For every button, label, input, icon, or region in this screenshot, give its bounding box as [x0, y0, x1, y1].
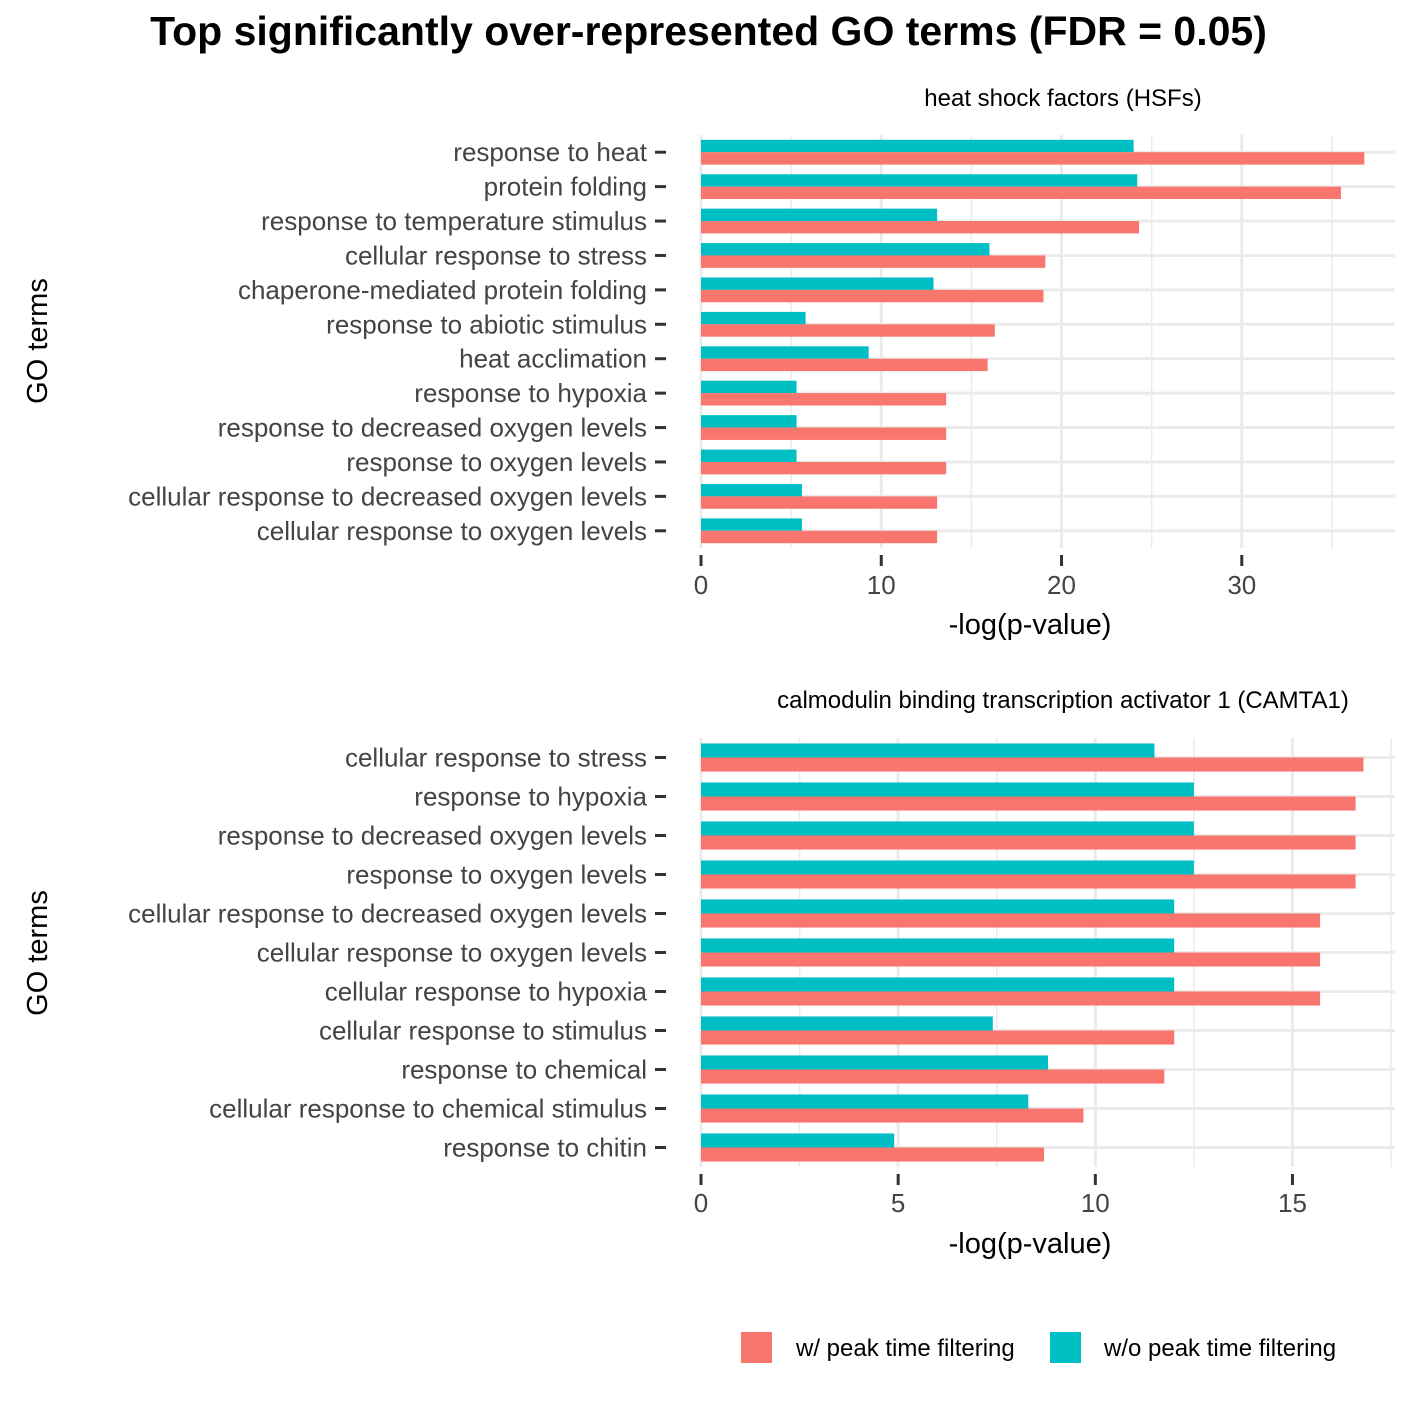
category-label: heat acclimation — [459, 344, 647, 374]
bar-without-filtering — [701, 415, 797, 428]
category-label: cellular response to oxygen levels — [257, 516, 647, 546]
bar-without-filtering — [701, 483, 802, 497]
category-label: cellular response to stimulus — [319, 1016, 647, 1046]
category-label: cellular response to decreased oxygen le… — [128, 899, 647, 929]
panel-title: heat shock factors (HSFs) — [924, 85, 1201, 112]
bar-without-filtering — [701, 821, 1194, 836]
bar-without-filtering — [701, 243, 990, 256]
bar-with-filtering — [701, 1030, 1175, 1045]
x-tick-label: 30 — [1227, 570, 1256, 600]
panel-title: calmodulin binding transcription activat… — [777, 687, 1349, 714]
bar-without-filtering — [701, 346, 869, 359]
bar-with-filtering — [701, 324, 995, 337]
x-tick-label: 15 — [1278, 1188, 1307, 1218]
bar-with-filtering — [701, 913, 1321, 928]
legend-label: w/o peak time filtering — [1103, 1335, 1336, 1362]
legend-swatch — [1050, 1332, 1081, 1363]
bar-without-filtering — [701, 1094, 1029, 1109]
category-label: cellular response to hypoxia — [325, 977, 648, 1007]
x-tick-label: 0 — [694, 1188, 708, 1218]
y-axis-label: GO terms — [22, 278, 54, 404]
bar-with-filtering — [701, 461, 947, 475]
bar-without-filtering — [701, 277, 934, 290]
category-label: response to abiotic stimulus — [326, 309, 647, 339]
category-label: cellular response to stress — [345, 743, 647, 773]
bar-without-filtering — [701, 899, 1175, 914]
category-label: cellular response to chemical stimulus — [209, 1094, 647, 1124]
bar-with-filtering — [701, 152, 1365, 165]
bar-without-filtering — [701, 938, 1175, 953]
category-label: response to hypoxia — [414, 782, 647, 812]
category-label: response to oxygen levels — [346, 447, 647, 477]
bar-with-filtering — [701, 358, 988, 372]
bar-without-filtering — [701, 860, 1194, 875]
bar-with-filtering — [701, 874, 1356, 889]
bar-with-filtering — [701, 796, 1356, 811]
x-tick-label: 10 — [1081, 1188, 1110, 1218]
legend-swatch — [741, 1332, 772, 1363]
bar-with-filtering — [701, 835, 1356, 850]
x-axis-label: -log(p-value) — [949, 609, 1112, 641]
bar-with-filtering — [701, 952, 1321, 967]
bar-with-filtering — [701, 1147, 1045, 1162]
bar-with-filtering — [701, 393, 947, 406]
bar-with-filtering — [701, 496, 938, 509]
bar-without-filtering — [701, 139, 1134, 153]
x-tick-label: 20 — [1047, 570, 1076, 600]
category-label: cellular response to stress — [345, 240, 647, 270]
bar-with-filtering — [701, 186, 1341, 200]
bar-with-filtering — [701, 991, 1321, 1006]
bar-without-filtering — [701, 1016, 993, 1031]
bar-with-filtering — [701, 1069, 1165, 1084]
legend-label: w/ peak time filtering — [795, 1335, 1015, 1362]
category-label: cellular response to decreased oxygen le… — [128, 481, 647, 511]
bar-without-filtering — [701, 977, 1175, 992]
x-axis-label: -log(p-value) — [949, 1228, 1112, 1260]
bar-with-filtering — [701, 757, 1364, 772]
bar-without-filtering — [701, 449, 797, 462]
category-label: response to oxygen levels — [346, 860, 647, 890]
bar-without-filtering — [701, 518, 802, 531]
category-label: response to heat — [453, 137, 647, 167]
y-axis-label: GO terms — [22, 890, 54, 1016]
bar-without-filtering — [701, 208, 938, 222]
x-tick-label: 0 — [694, 570, 708, 600]
category-label: response to chemical — [401, 1055, 647, 1085]
category-label: response to temperature stimulus — [261, 206, 647, 236]
bar-without-filtering — [701, 743, 1155, 758]
main-title: Top significantly over-represented GO te… — [150, 8, 1267, 54]
x-tick-label: 5 — [891, 1188, 905, 1218]
bar-with-filtering — [701, 255, 1046, 268]
bar-with-filtering — [701, 221, 1140, 234]
bar-with-filtering — [701, 427, 947, 440]
bar-with-filtering — [701, 1108, 1084, 1123]
x-tick-label: 10 — [867, 570, 896, 600]
bar-with-filtering — [701, 289, 1044, 303]
bar-without-filtering — [701, 311, 806, 325]
bar-without-filtering — [701, 1055, 1048, 1070]
bar-without-filtering — [701, 782, 1194, 797]
category-label: response to hypoxia — [414, 378, 647, 408]
bar-without-filtering — [701, 380, 797, 394]
category-label: response to decreased oxygen levels — [218, 413, 647, 443]
bar-without-filtering — [701, 1133, 895, 1148]
category-label: cellular response to oxygen levels — [257, 938, 647, 968]
category-label: response to decreased oxygen levels — [218, 821, 647, 851]
category-label: response to chitin — [443, 1133, 647, 1163]
category-label: protein folding — [484, 172, 647, 202]
bar-with-filtering — [701, 530, 938, 544]
category-label: chaperone-mediated protein folding — [238, 275, 647, 305]
bar-without-filtering — [701, 174, 1138, 187]
